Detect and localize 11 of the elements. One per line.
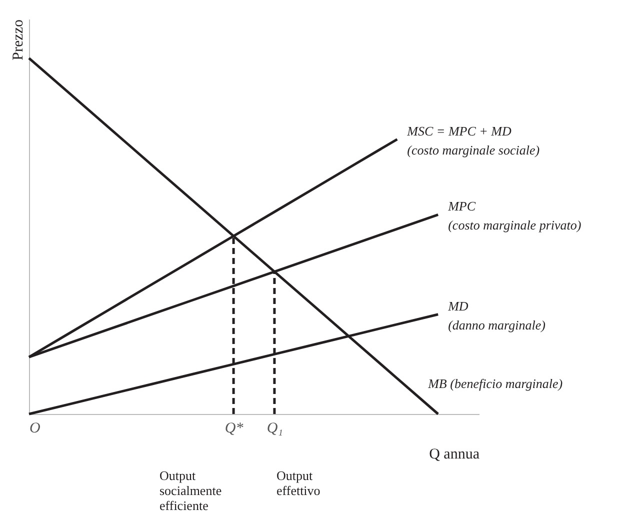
series-label: MSC = MPC + MD (costo marginale sociale) — [406, 123, 540, 158]
text: Output socialmente efficiente — [160, 468, 222, 513]
x-axis-title: Q annua — [429, 446, 480, 462]
x-tick-label: Q* — [224, 420, 244, 436]
text: Output effettivo — [276, 468, 320, 498]
x-tick-label: O — [30, 420, 40, 436]
x-tick-label: Q₁ — [266, 420, 283, 436]
series-label: MB (beneficio marginale) — [427, 376, 563, 391]
series-label: MPC (costo marginale privato) — [447, 198, 582, 233]
series-label: MD (danno marginale) — [447, 298, 546, 332]
y-axis-title: Prezzo — [10, 20, 26, 60]
